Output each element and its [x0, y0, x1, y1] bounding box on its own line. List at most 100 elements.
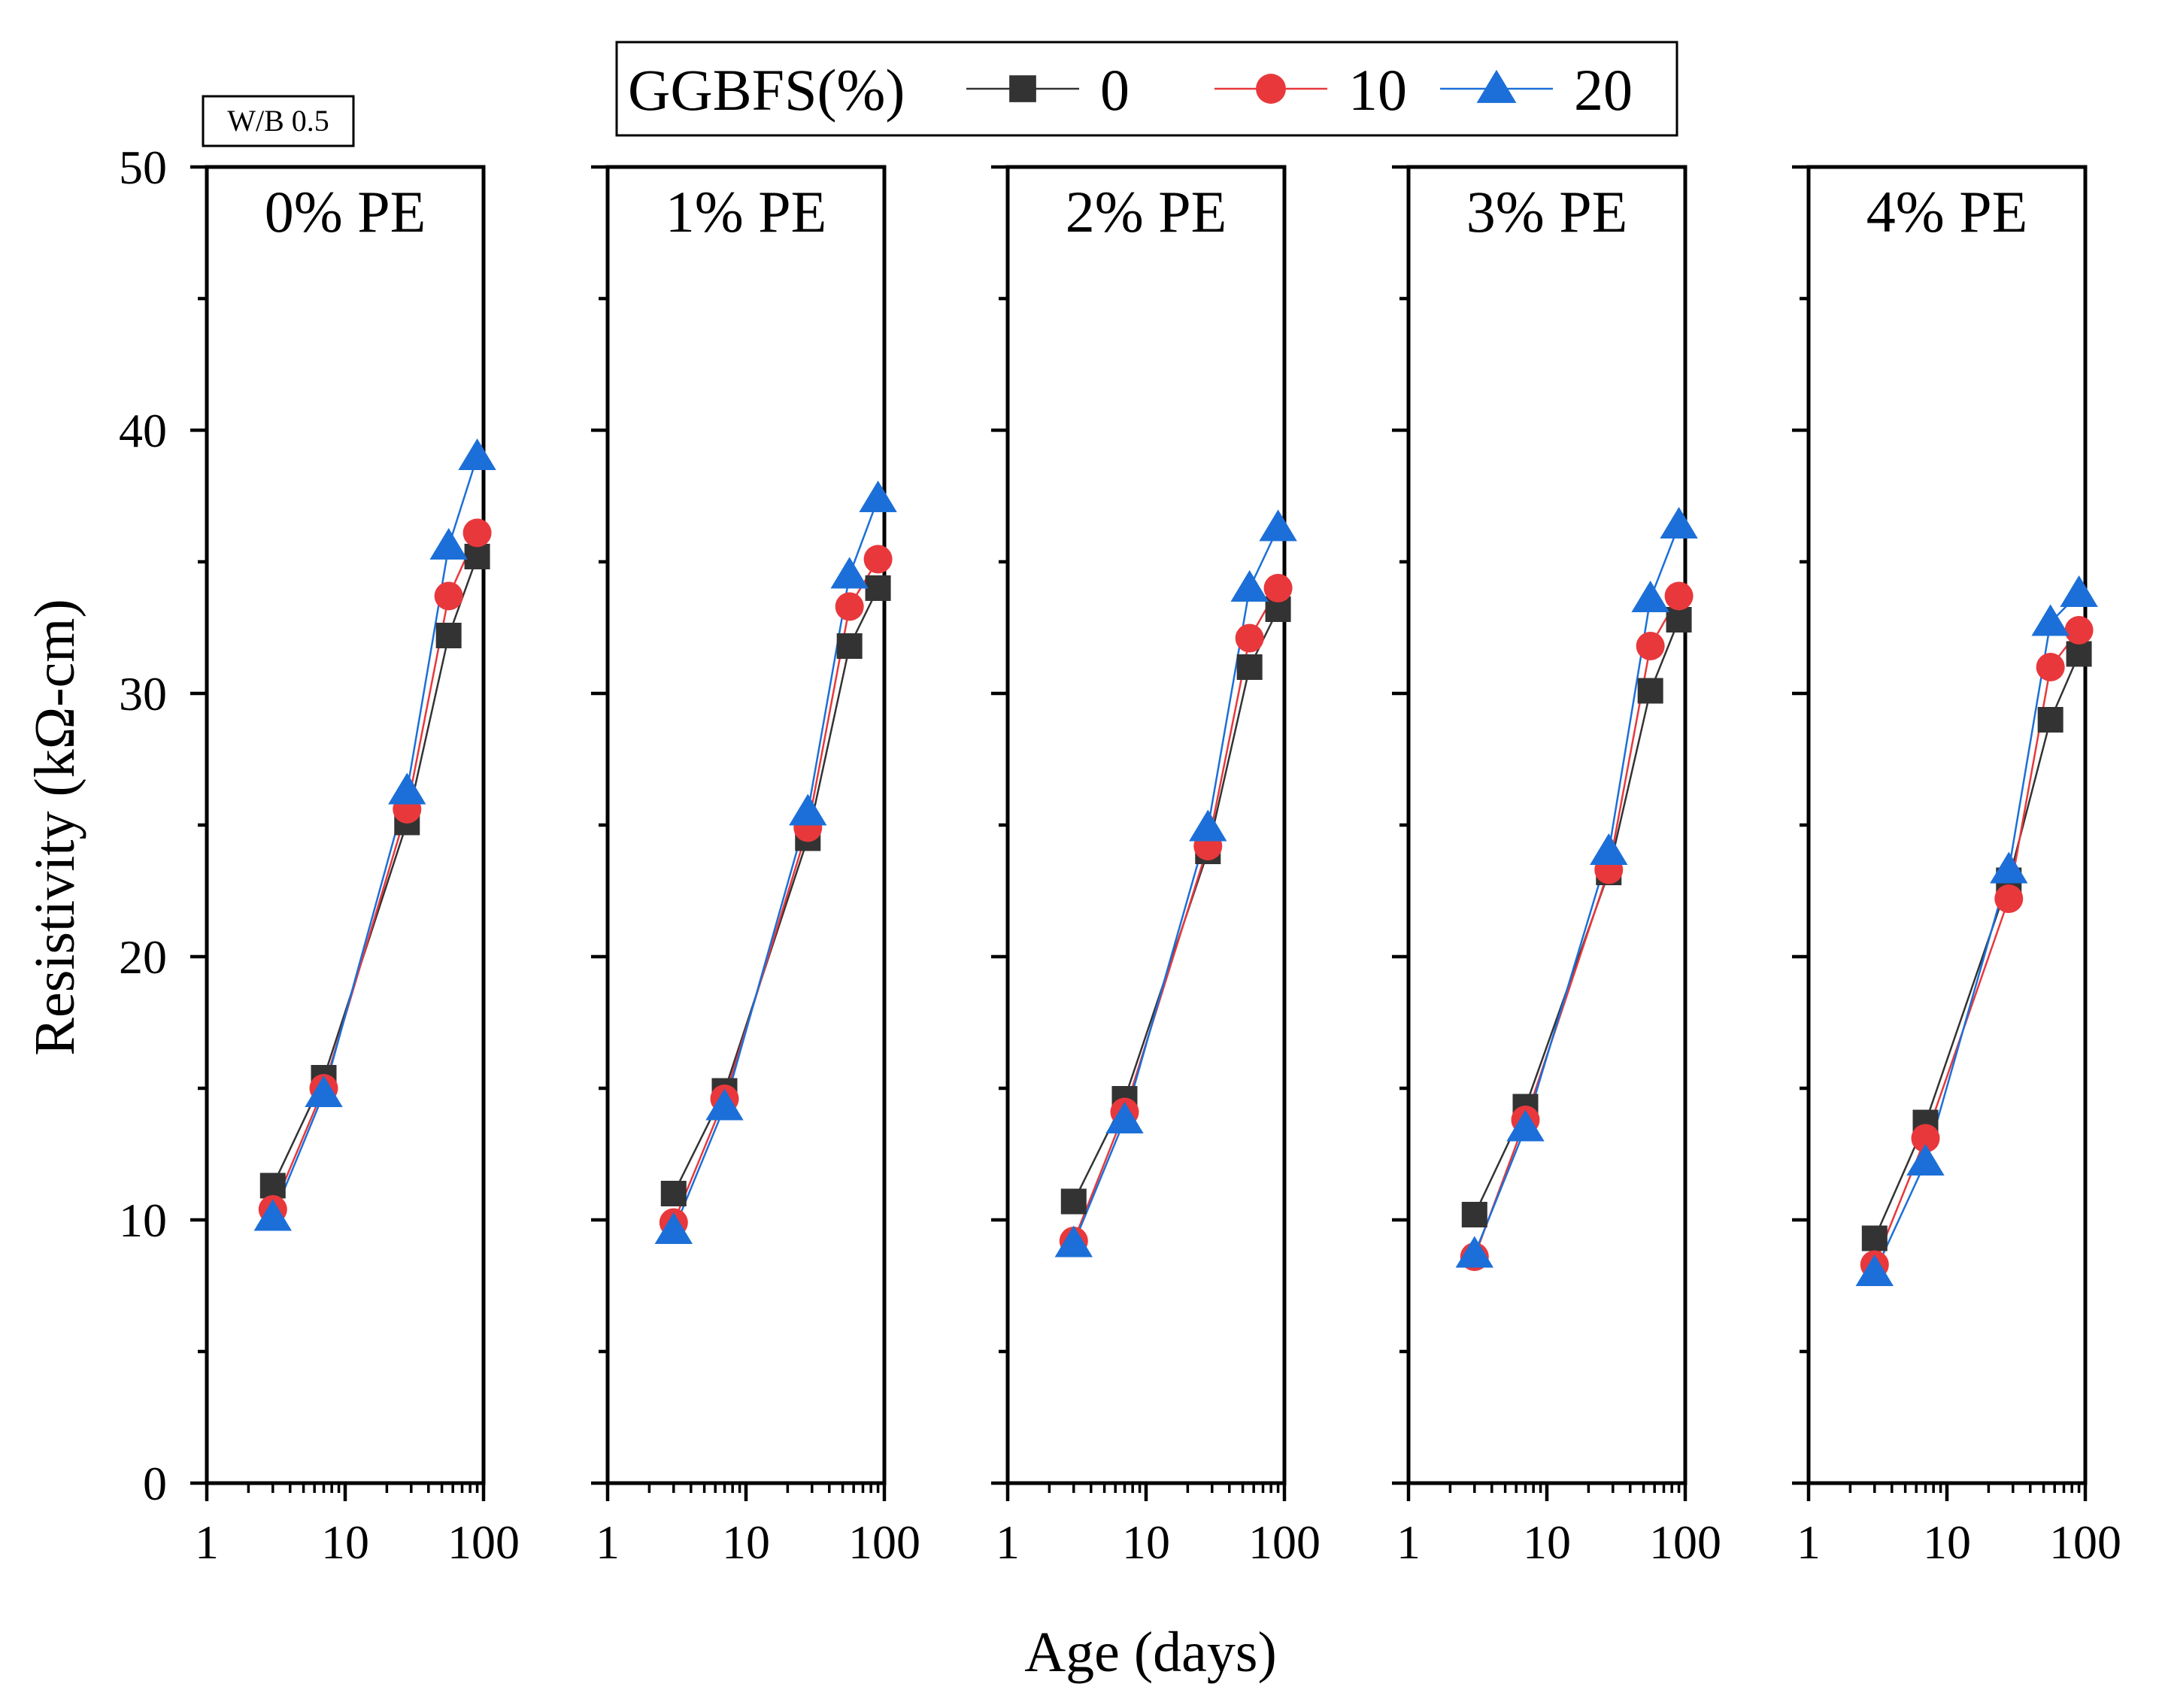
series-line-0 — [672, 587, 879, 1194]
data-point-20 — [388, 772, 426, 805]
panel-1: 1 10 100 1% PE — [591, 165, 920, 1569]
y-axis-label: Resistivity (kΩ-cm) — [23, 599, 86, 1055]
data-point-20 — [429, 528, 468, 560]
data-point-0 — [1461, 1202, 1487, 1227]
data-point-0 — [1236, 654, 1263, 680]
data-point-0 — [2066, 641, 2092, 667]
data-point-20 — [1660, 507, 1698, 538]
x-tick-label-1: 1 — [195, 1515, 219, 1569]
panel-title: 3% PE — [1466, 179, 1628, 244]
x-tick-label-1: 1 — [596, 1515, 620, 1569]
data-point-20 — [1054, 1225, 1093, 1257]
data-point-10 — [2064, 616, 2094, 645]
series-line-0 — [1473, 619, 1680, 1215]
data-point-10 — [1911, 1124, 1940, 1153]
data-point-0 — [1666, 607, 1692, 633]
legend-marker-20 — [1476, 69, 1517, 103]
note-box: W/B 0.5 — [202, 95, 355, 147]
data-point-20 — [305, 1075, 343, 1107]
data-point-20 — [1631, 581, 1669, 612]
data-point-10 — [462, 518, 492, 548]
data-point-10 — [1263, 574, 1293, 602]
series-line-20 — [271, 456, 478, 1218]
panel-title: 2% PE — [1066, 179, 1227, 244]
x-tick-label-10: 10 — [722, 1515, 770, 1569]
panel-title: 1% PE — [666, 179, 827, 244]
legend-marker-10 — [1256, 74, 1286, 104]
y-tick-label-10: 10 — [119, 1194, 167, 1247]
data-point-0 — [865, 575, 891, 601]
series-line-0 — [1072, 608, 1279, 1203]
panel-title: 0% PE — [265, 179, 426, 244]
y-tick-labels: 0 10 20 30 40 50 — [119, 141, 167, 1510]
data-point-0 — [836, 633, 863, 659]
y-tick-label-30: 30 — [119, 667, 167, 721]
x-tick-label-10: 10 — [1923, 1515, 1971, 1569]
data-point-0 — [1861, 1225, 1888, 1251]
legend-label-10: 10 — [1348, 57, 1407, 123]
data-point-0 — [464, 544, 490, 569]
data-point-20 — [2060, 575, 2098, 607]
legend-title: GGBFS(%) — [628, 57, 905, 123]
data-point-20 — [789, 793, 827, 826]
data-point-20 — [1455, 1236, 1493, 1268]
data-point-20 — [1230, 570, 1269, 602]
data-point-20 — [830, 557, 869, 589]
data-point-20 — [458, 438, 496, 470]
data-point-10 — [1235, 623, 1264, 653]
x-tick-label-100: 100 — [1248, 1515, 1321, 1569]
x-tick-label-10: 10 — [1523, 1515, 1571, 1569]
data-point-20 — [1105, 1102, 1144, 1133]
y-tick-label-40: 40 — [119, 404, 167, 457]
note-box-frame — [202, 95, 355, 147]
legend-label-20: 20 — [1574, 57, 1633, 123]
data-point-0 — [1637, 678, 1663, 704]
panel-3: 1 10 100 3% PE — [1392, 165, 1721, 1569]
data-point-10 — [1636, 632, 1665, 660]
data-point-10 — [835, 592, 864, 621]
series-line-10 — [1072, 587, 1279, 1242]
x-tick-label-100: 100 — [1649, 1515, 1721, 1569]
data-point-20 — [2031, 604, 2070, 636]
data-point-20 — [1906, 1144, 1945, 1176]
data-point-0 — [1060, 1188, 1087, 1215]
legend-marker-0 — [1009, 75, 1036, 102]
y-tick-label-20: 20 — [119, 930, 167, 984]
panel-0: 1 10 100 0% PE — [190, 165, 520, 1569]
data-point-0 — [435, 623, 462, 648]
data-point-20 — [1855, 1254, 1894, 1286]
x-tick-label-1: 1 — [1396, 1515, 1421, 1569]
data-point-20 — [1506, 1109, 1545, 1142]
x-tick-label-10: 10 — [1122, 1515, 1170, 1569]
data-point-10 — [1994, 884, 2024, 913]
data-point-20 — [253, 1199, 292, 1231]
panel-4: 1 10 100 4% PE — [1792, 165, 2121, 1569]
series-line-0 — [1873, 654, 2080, 1239]
x-tick-label-10: 10 — [321, 1515, 369, 1569]
data-point-10 — [863, 545, 893, 574]
data-point-10 — [434, 581, 463, 611]
data-point-20 — [1990, 851, 2028, 884]
y-tick-label-0: 0 — [143, 1457, 167, 1510]
data-point-10 — [1664, 581, 1694, 611]
data-point-20 — [705, 1088, 744, 1121]
x-tick-label-100: 100 — [2049, 1515, 2121, 1569]
series-line-0 — [271, 556, 478, 1187]
x-axis-label: Age (days) — [1024, 1621, 1277, 1684]
data-point-20 — [1189, 809, 1227, 842]
panel-2: 1 10 100 2% PE — [991, 165, 1321, 1569]
legend-label-0: 0 — [1100, 57, 1130, 123]
data-point-20 — [1259, 509, 1297, 542]
data-point-20 — [1590, 833, 1628, 865]
x-tick-label-1: 1 — [1797, 1515, 1821, 1569]
data-point-20 — [654, 1212, 693, 1244]
data-point-0 — [660, 1181, 687, 1206]
data-point-10 — [2036, 653, 2065, 681]
x-tick-label-1: 1 — [996, 1515, 1020, 1569]
y-tick-label-50: 50 — [119, 141, 167, 194]
note-text: W/B 0.5 — [227, 104, 329, 138]
x-tick-label-100: 100 — [447, 1515, 520, 1569]
legend: GGBFS(%) 0 10 20 — [615, 41, 1678, 137]
x-tick-label-100: 100 — [848, 1515, 920, 1569]
